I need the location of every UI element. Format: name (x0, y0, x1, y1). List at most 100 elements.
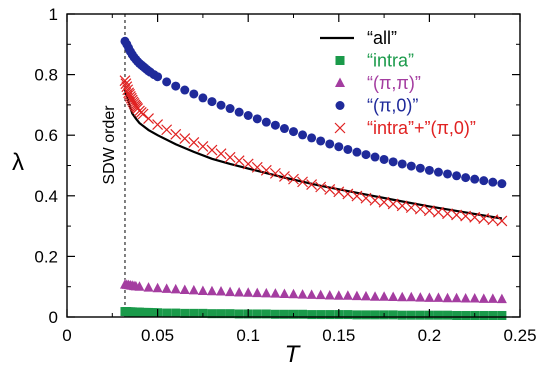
data-point-pipi (388, 291, 399, 302)
data-point-sum (269, 167, 281, 179)
data-point-pi0 (334, 142, 344, 152)
data-point-intra (252, 309, 262, 319)
data-point-pipi (225, 286, 236, 297)
data-point-pipi (306, 289, 317, 299)
data-point-intra (298, 309, 308, 319)
data-point-pipi (370, 291, 381, 301)
data-point-sum (137, 108, 149, 120)
data-point-intra (370, 310, 380, 320)
data-point-pi0 (189, 89, 199, 99)
legend-label: “intra” (367, 51, 414, 71)
legend-label: “(π,π)” (367, 73, 421, 93)
data-point-intra (316, 310, 326, 320)
data-point-pi0 (406, 161, 416, 171)
x-tick-label: 0.1 (236, 326, 260, 345)
data-point-sum (414, 203, 426, 215)
data-point-pipi (487, 293, 498, 303)
data-point-pi0 (470, 174, 480, 184)
y-tick-label: 0.6 (34, 126, 58, 145)
data-point-intra (352, 310, 362, 320)
data-point-sum (206, 144, 218, 156)
data-point-intra (189, 308, 199, 318)
y-axis-title: λ (12, 149, 24, 176)
data-point-intra (261, 309, 271, 319)
data-point-pipi (197, 285, 208, 295)
legend: “all” “intra”“(π,π)” “(π,0)”“intra”+”(π,0)… (320, 28, 476, 138)
y-tick-label: 0.2 (34, 247, 58, 266)
data-point-pi0 (343, 144, 353, 154)
data-point-pipi (351, 290, 362, 301)
data-point-intra (343, 310, 353, 320)
data-point-sum (125, 92, 137, 104)
data-point-sum (242, 158, 254, 170)
data-point-intra (361, 310, 371, 320)
legend-item-sum: “intra”+”(π,0)” (334, 118, 476, 138)
data-point-pi0 (289, 127, 298, 137)
data-point-pipi (270, 288, 281, 298)
data-point-sum (288, 173, 299, 185)
data-point-pipi (442, 292, 453, 303)
data-point-pipi (406, 291, 417, 302)
data-point-intra (325, 310, 335, 320)
data-point-sum (442, 208, 453, 220)
data-point-sum (423, 205, 435, 217)
data-point-pi0 (433, 167, 443, 177)
data-point-sum (369, 194, 381, 206)
data-point-intra (234, 309, 244, 319)
series-line-all (123, 89, 503, 220)
data-point-sum (215, 148, 227, 160)
data-point-pi0 (479, 176, 489, 186)
data-point-pipi (424, 292, 435, 302)
x-axis-title: T (285, 341, 302, 368)
data-point-intra (497, 310, 507, 320)
data-point-intra (406, 310, 416, 320)
data-point-pi0 (180, 85, 190, 95)
data-point-sum (496, 215, 508, 227)
data-point-sum (433, 206, 444, 218)
data-point-sum (260, 164, 272, 176)
data-point-sum (161, 124, 173, 136)
data-point-pipi (360, 290, 371, 301)
data-point-pi0 (279, 124, 289, 134)
data-point-pi0 (153, 72, 163, 82)
series-pipi (119, 279, 507, 304)
legend-item-pi0: “(π,0)” (335, 96, 418, 116)
data-point-sum (143, 113, 154, 124)
data-point-pipi (261, 287, 272, 298)
data-point-pipi (297, 289, 308, 299)
data-point-pipi (469, 293, 480, 303)
data-point-pi0 (316, 136, 326, 146)
data-point-pi0 (379, 154, 389, 164)
data-point-intra (433, 310, 443, 320)
data-point-pipi (496, 293, 507, 304)
x-tick-label: 0.05 (141, 326, 174, 345)
data-point-pipi (179, 284, 190, 295)
data-point-pipi (324, 289, 335, 300)
data-point-intra (415, 310, 425, 320)
data-point-pi0 (424, 165, 434, 175)
data-point-pi0 (171, 81, 181, 91)
y-tick-label: 1 (49, 5, 58, 24)
data-point-sum (279, 170, 290, 182)
data-point-pi0 (415, 163, 425, 173)
data-point-pipi (451, 292, 462, 303)
data-point-intra (162, 308, 172, 318)
y-tick-label: 0.8 (34, 66, 58, 85)
data-point-intra (216, 309, 226, 319)
data-point-sum (119, 75, 131, 87)
data-point-intra (443, 310, 453, 320)
data-point-pi0 (361, 150, 371, 160)
data-point-pipi (279, 288, 290, 298)
data-point-pipi (188, 284, 199, 295)
data-point-sum (333, 186, 345, 198)
data-point-pipi (433, 292, 444, 302)
data-point-pipi (460, 293, 471, 303)
data-point-pipi (342, 290, 353, 300)
data-point-sum (451, 209, 463, 221)
data-point-sum (387, 198, 399, 210)
data-point-pipi (234, 286, 245, 297)
sdw-order-annotation: SDW order (101, 105, 118, 185)
data-point-pi0 (461, 173, 471, 183)
data-point-sum (126, 94, 138, 106)
series-all (123, 89, 503, 220)
